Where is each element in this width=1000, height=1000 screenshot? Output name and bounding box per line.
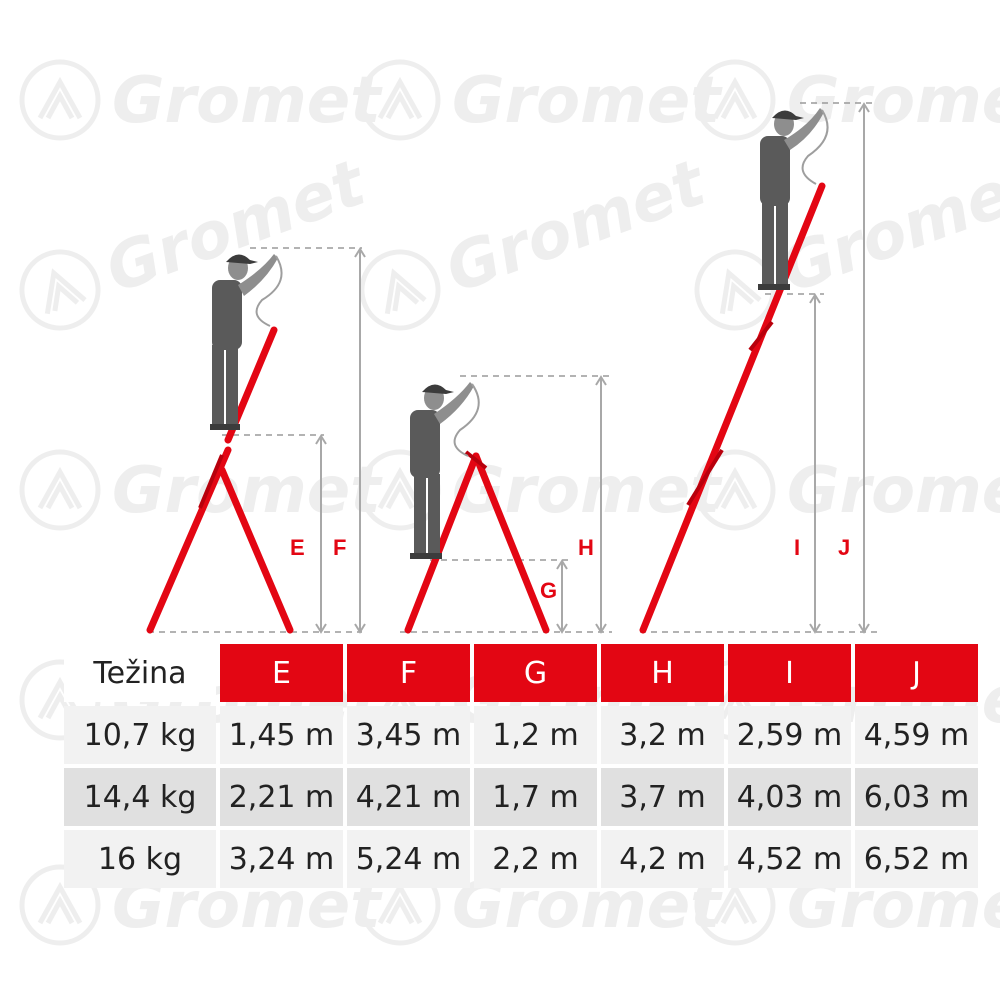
ladder-position-1: E F bbox=[146, 247, 366, 634]
weight-column-header: Težina bbox=[64, 644, 216, 702]
table-row: 10,7 kg 1,45 m 3,45 m 1,2 m 3,2 m 2,59 m… bbox=[64, 706, 978, 764]
weight-cell: 16 kg bbox=[64, 830, 216, 888]
ladder-position-3: I J bbox=[639, 102, 880, 634]
column-header-g: G bbox=[474, 644, 597, 702]
arrowhead bbox=[315, 623, 327, 634]
ladder-leg bbox=[218, 466, 294, 634]
table-cell: 4,21 m bbox=[347, 768, 470, 826]
watermark-logo: Gromet bbox=[694, 449, 1000, 531]
arrowhead bbox=[809, 293, 821, 304]
table-cell: 1,2 m bbox=[474, 706, 597, 764]
ladder-joint bbox=[198, 454, 224, 509]
table-cell: 1,7 m bbox=[474, 768, 597, 826]
column-header-i: I bbox=[728, 644, 851, 702]
ladder-joint bbox=[748, 320, 774, 352]
watermark-logo: Gromet bbox=[694, 59, 1000, 141]
ladder-leg bbox=[404, 452, 480, 634]
table-cell: 4,03 m bbox=[728, 768, 851, 826]
table-cell: 3,2 m bbox=[601, 706, 724, 764]
watermark-logo: Gromet bbox=[19, 146, 377, 331]
table-cell: 4,59 m bbox=[855, 706, 978, 764]
weight-cell: 14,4 kg bbox=[64, 768, 216, 826]
ladder-leg bbox=[472, 452, 550, 634]
specification-table: Težina E F G H I J 10,7 kg 1,45 m 3,45 m… bbox=[60, 640, 982, 892]
table-cell: 2,2 m bbox=[474, 830, 597, 888]
arrowhead bbox=[858, 623, 870, 634]
arrowhead bbox=[354, 623, 366, 634]
dimension-letter-i: I bbox=[794, 535, 800, 560]
ladder-position-2: G H bbox=[400, 375, 612, 634]
column-header-f: F bbox=[347, 644, 470, 702]
arrowhead bbox=[556, 623, 568, 634]
ladder-top bbox=[464, 450, 488, 470]
table-cell: 6,52 m bbox=[855, 830, 978, 888]
watermark-text: Gromet bbox=[787, 64, 1000, 138]
table-cell: 1,45 m bbox=[220, 706, 343, 764]
watermark-text: Gromet bbox=[112, 64, 383, 138]
dimension-letter-e: E bbox=[290, 535, 305, 560]
ladder-rail bbox=[639, 182, 826, 634]
column-header-h: H bbox=[601, 644, 724, 702]
dimension-letter-f: F bbox=[333, 535, 346, 560]
table-row: 16 kg 3,24 m 5,24 m 2,2 m 4,2 m 4,52 m 6… bbox=[64, 830, 978, 888]
column-header-j: J bbox=[855, 644, 978, 702]
watermark-text: Gromet bbox=[112, 454, 383, 528]
weight-cell: 10,7 kg bbox=[64, 706, 216, 764]
ladder-leg bbox=[146, 446, 232, 634]
table-cell: 4,2 m bbox=[601, 830, 724, 888]
table-cell: 3,45 m bbox=[347, 706, 470, 764]
arrowhead bbox=[595, 623, 607, 634]
table-cell: 2,59 m bbox=[728, 706, 851, 764]
column-header-e: E bbox=[220, 644, 343, 702]
worker-figure bbox=[758, 108, 829, 290]
arrowhead bbox=[315, 434, 327, 445]
watermark-logo: Gromet bbox=[19, 449, 383, 531]
table-header-row: Težina E F G H I J bbox=[64, 644, 978, 702]
watermark-text: Gromet bbox=[787, 454, 1000, 528]
table-cell: 3,24 m bbox=[220, 830, 343, 888]
table-cell: 3,7 m bbox=[601, 768, 724, 826]
arrowhead bbox=[354, 247, 366, 258]
dimension-letter-j: J bbox=[838, 535, 850, 560]
watermark-logo: Gromet bbox=[359, 59, 723, 141]
table-cell: 4,52 m bbox=[728, 830, 851, 888]
worker-figure bbox=[410, 382, 480, 559]
dimension-letter-g: G bbox=[540, 578, 557, 603]
dimension-letter-h: H bbox=[578, 535, 594, 560]
arrowhead bbox=[858, 102, 870, 113]
table-cell: 5,24 m bbox=[347, 830, 470, 888]
watermark-logo: Gromet bbox=[694, 146, 1000, 331]
watermark-text: Gromet bbox=[452, 64, 723, 138]
watermark-logo: Gromet bbox=[359, 146, 717, 331]
arrowhead bbox=[809, 623, 821, 634]
arrowhead bbox=[556, 559, 568, 570]
table-cell: 6,03 m bbox=[855, 768, 978, 826]
arrowhead bbox=[595, 375, 607, 386]
watermark-text: Gromet bbox=[437, 146, 717, 308]
table-cell: 2,21 m bbox=[220, 768, 343, 826]
watermark-logo: Gromet bbox=[19, 59, 383, 141]
table-row: 14,4 kg 2,21 m 4,21 m 1,7 m 3,7 m 4,03 m… bbox=[64, 768, 978, 826]
worker-figure bbox=[210, 254, 283, 430]
ladder-joint bbox=[686, 448, 724, 507]
